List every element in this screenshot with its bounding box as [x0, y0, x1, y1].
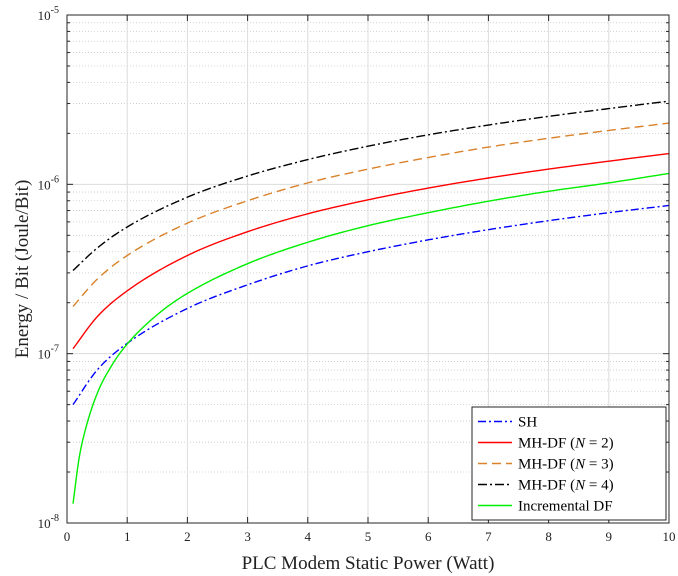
legend-label-variable: N — [574, 478, 586, 494]
x-tick-label: 5 — [365, 529, 372, 544]
x-tick-labels: 0 1 2 3 4 5 6 7 8 9 10 — [64, 529, 676, 544]
x-tick-label: 9 — [606, 529, 613, 544]
legend-label-text: MH-DF ( — [518, 457, 575, 473]
legend-label-text: Incremental DF — [518, 499, 613, 515]
x-tick-label: 2 — [184, 529, 191, 544]
x-tick-label: 7 — [485, 529, 492, 544]
x-tick-label: 6 — [425, 529, 432, 544]
legend-label-text: = 4) — [585, 478, 613, 494]
legend-label: Incremental DF — [518, 499, 613, 515]
legend-label-variable: N — [574, 436, 586, 452]
legend-label-text: = 3) — [585, 457, 613, 473]
y-tick-label: 10-8 — [38, 513, 59, 531]
legend-label-text: MH-DF ( — [518, 436, 575, 452]
x-tick-label: 8 — [545, 529, 552, 544]
x-tick-label: 4 — [305, 529, 312, 544]
series-lines — [72, 100, 670, 504]
y-tick-label: 10-5 — [38, 5, 59, 23]
legend-label-variable: N — [574, 457, 586, 473]
series-line — [72, 122, 670, 307]
legend-label-text: = 2) — [585, 436, 613, 452]
y-tick-label: 10-6 — [38, 174, 59, 192]
legend-label: MH-DF (N = 2) — [518, 436, 614, 452]
legend-label-text: SH — [518, 415, 537, 431]
x-tick-label: 10 — [663, 529, 676, 544]
x-tick-label: 0 — [64, 529, 71, 544]
legend-label: SH — [518, 415, 537, 431]
axis-ticks — [66, 14, 670, 524]
x-axis-title: PLC Modem Static Power (Watt) — [242, 553, 495, 574]
legend-label: MH-DF (N = 4) — [518, 478, 614, 494]
legend-label: MH-DF (N = 3) — [518, 457, 614, 473]
series-line — [72, 152, 670, 350]
legend-box — [471, 406, 667, 521]
y-tick-labels: 10-8 10-7 10-6 10-5 — [38, 5, 59, 531]
legend-label-text: MH-DF ( — [518, 478, 575, 494]
series-line — [72, 172, 670, 504]
x-tick-label: 1 — [124, 529, 131, 544]
y-axis-title: Energy / Bit (Joule/Bit) — [12, 180, 33, 359]
y-tick-label: 10-7 — [38, 344, 59, 362]
series-line — [72, 204, 670, 406]
x-tick-label: 3 — [244, 529, 251, 544]
series-line — [72, 100, 670, 271]
